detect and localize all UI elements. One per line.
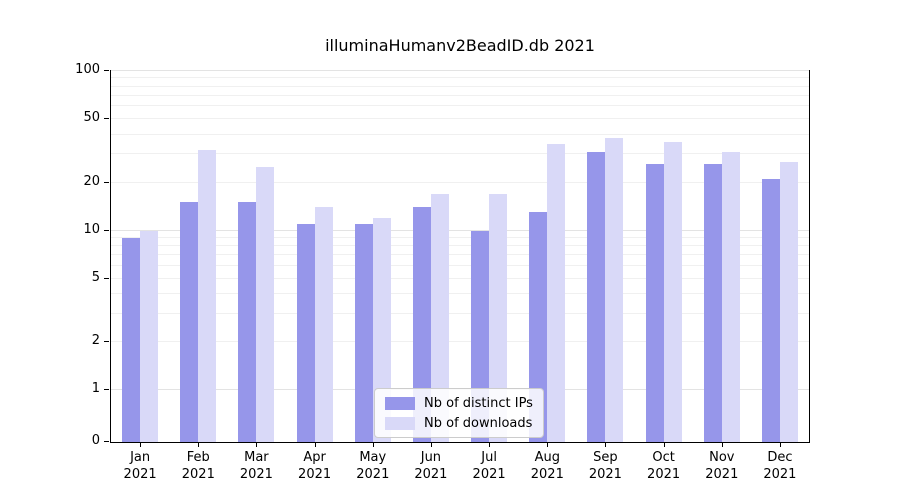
x-tick-label: Jan 2021: [123, 450, 157, 482]
gridline: [111, 133, 809, 135]
y-tick-mark: [104, 70, 109, 71]
x-tick-mark: [314, 443, 316, 447]
x-tick-mark: [547, 443, 549, 447]
y-tick-mark: [104, 229, 109, 231]
x-tick-label: Feb 2021: [181, 450, 215, 482]
legend-swatch-distinct-ips: [385, 396, 415, 410]
bar-downloads-nov: [721, 152, 740, 442]
gridline: [111, 105, 809, 107]
x-tick-label: Dec 2021: [763, 450, 797, 482]
gridline: [111, 236, 809, 238]
x-tick-label: May 2021: [356, 450, 390, 482]
x-tick-label: Aug 2021: [530, 450, 564, 482]
x-tick-mark: [256, 443, 258, 447]
x-tick-label: Apr 2021: [298, 450, 332, 482]
x-tick-mark: [489, 443, 491, 447]
gridline: [111, 245, 809, 246]
bar-downloads-jul: [489, 193, 508, 442]
x-tick-mark: [779, 443, 781, 447]
bar-distinct-ips-jan: [122, 237, 141, 442]
y-tick-label: 0: [91, 433, 100, 448]
x-tick-label: Jun 2021: [414, 450, 448, 482]
gridline: [111, 181, 809, 183]
legend: Nb of distinct IPs Nb of downloads: [374, 388, 544, 438]
legend-item-distinct-ips: Nb of distinct IPs: [385, 395, 533, 411]
bar-distinct-ips-may: [354, 223, 373, 442]
plot-area: [110, 70, 810, 443]
legend-label-downloads: Nb of downloads: [424, 415, 533, 431]
y-tick-mark: [104, 277, 109, 279]
x-tick-mark: [721, 443, 723, 447]
bar-downloads-feb: [198, 149, 217, 442]
gridline: [111, 77, 809, 79]
legend-label-distinct-ips: Nb of distinct IPs: [424, 395, 533, 411]
y-tick-mark: [104, 181, 109, 183]
bar-distinct-ips-jun: [412, 207, 431, 442]
y-tick-label: 100: [75, 62, 100, 77]
bar-downloads-jan: [140, 230, 159, 442]
x-tick-label: Mar 2021: [239, 450, 273, 482]
x-tick-label: Jul 2021: [472, 450, 506, 482]
gridline: [111, 118, 809, 119]
gridline: [111, 264, 809, 266]
chart-title: illuminaHumanv2BeadID.db 2021: [325, 36, 595, 55]
x-tick-label: Sep 2021: [588, 450, 622, 482]
y-tick-label: 10: [83, 221, 100, 237]
bar-downloads-dec: [779, 161, 798, 442]
gridline: [111, 229, 809, 231]
gridline: [111, 70, 809, 71]
bar-distinct-ips-oct: [645, 164, 664, 442]
gridline: [111, 293, 809, 294]
legend-swatch-downloads: [385, 416, 415, 430]
bar-downloads-oct: [663, 141, 682, 442]
bar-downloads-apr: [314, 207, 333, 442]
bar-distinct-ips-sep: [587, 152, 606, 442]
y-tick-mark: [104, 341, 109, 342]
y-tick-label: 20: [83, 173, 100, 189]
gridline: [111, 153, 809, 155]
bar-distinct-ips-feb: [180, 202, 199, 442]
x-tick-mark: [663, 443, 665, 447]
x-tick-mark: [372, 443, 374, 447]
gridline: [111, 85, 809, 87]
legend-item-downloads: Nb of downloads: [385, 415, 533, 431]
x-tick-mark: [430, 443, 432, 447]
gridline: [111, 277, 809, 279]
bar-distinct-ips-aug: [529, 212, 548, 442]
y-tick-mark: [104, 118, 109, 119]
y-tick-label: 5: [91, 269, 100, 285]
gridline: [111, 341, 809, 342]
bar-distinct-ips-nov: [703, 164, 722, 442]
gridline: [111, 94, 809, 96]
bar-downloads-may: [372, 217, 391, 442]
x-tick-mark: [198, 443, 200, 447]
bar-distinct-ips-dec: [761, 179, 780, 442]
y-tick-label: 1: [91, 381, 100, 396]
bar-downloads-aug: [547, 143, 566, 442]
gridline: [111, 254, 809, 256]
bar-distinct-ips-mar: [238, 202, 257, 442]
y-tick-mark: [104, 389, 109, 390]
gridline: [111, 312, 809, 314]
x-tick-mark: [605, 443, 607, 447]
bar-downloads-mar: [256, 167, 275, 442]
y-tick-label: 2: [91, 333, 100, 348]
x-tick-mark: [140, 443, 142, 447]
y-tick-mark: [104, 441, 109, 442]
bar-distinct-ips-apr: [296, 223, 315, 442]
bar-downloads-sep: [605, 138, 624, 442]
y-tick-label: 50: [83, 110, 100, 125]
bar-downloads-jun: [430, 193, 449, 442]
x-tick-label: Oct 2021: [647, 450, 681, 482]
x-tick-label: Nov 2021: [705, 450, 739, 482]
